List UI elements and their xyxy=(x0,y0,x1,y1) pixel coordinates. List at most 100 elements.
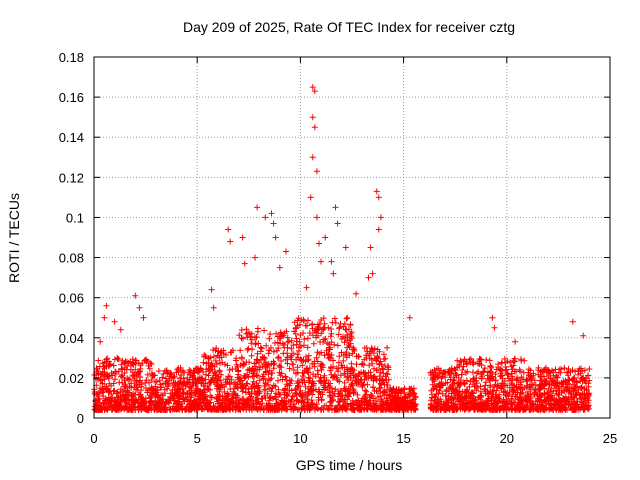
data-point xyxy=(362,387,369,394)
data-point xyxy=(349,380,356,387)
data-point xyxy=(142,357,149,364)
data-point xyxy=(369,360,376,367)
data-point xyxy=(304,335,311,342)
data-point xyxy=(191,406,198,413)
data-point xyxy=(240,335,246,342)
data-point xyxy=(294,351,301,358)
data-point xyxy=(108,370,115,376)
data-point xyxy=(156,377,163,384)
data-point xyxy=(254,350,261,357)
data-point xyxy=(228,349,235,356)
data-point xyxy=(295,315,302,322)
data-point xyxy=(104,371,111,378)
data-point xyxy=(402,394,409,401)
data-point xyxy=(375,194,382,201)
data-point xyxy=(364,348,371,355)
data-point xyxy=(101,314,108,321)
data-point xyxy=(140,314,147,321)
data-point xyxy=(254,372,261,379)
data-point xyxy=(328,398,334,405)
data-point xyxy=(205,372,212,379)
data-point xyxy=(262,359,269,366)
data-point xyxy=(172,400,179,407)
data-point xyxy=(370,384,377,391)
data-point xyxy=(318,396,325,403)
x-tick-label: 0 xyxy=(90,431,97,446)
data-point xyxy=(247,404,254,411)
data-point xyxy=(162,375,169,382)
data-point xyxy=(100,385,107,392)
data-point xyxy=(132,357,139,364)
data-point xyxy=(316,240,322,247)
data-point xyxy=(457,357,464,364)
data-point xyxy=(231,385,238,392)
data-point xyxy=(131,375,138,382)
x-tick-label: 10 xyxy=(293,431,307,446)
data-point xyxy=(330,363,337,370)
data-point xyxy=(317,339,324,345)
data-point xyxy=(248,352,255,359)
data-point xyxy=(257,344,264,351)
data-point xyxy=(192,376,199,383)
data-point xyxy=(291,393,297,399)
data-point xyxy=(261,354,268,361)
data-point xyxy=(229,366,236,373)
data-point xyxy=(170,382,177,389)
data-point xyxy=(210,353,217,360)
data-point xyxy=(205,386,212,393)
data-point xyxy=(101,376,108,383)
data-point xyxy=(157,384,164,391)
data-point xyxy=(367,369,374,376)
data-point xyxy=(363,388,370,395)
data-point xyxy=(368,405,374,412)
data-point xyxy=(348,333,355,340)
data-point xyxy=(301,370,307,377)
data-point xyxy=(344,331,350,338)
data-point xyxy=(299,398,306,405)
data-point xyxy=(374,355,381,362)
data-point xyxy=(161,406,168,412)
data-point xyxy=(160,392,166,399)
data-point xyxy=(212,381,219,388)
data-point xyxy=(217,360,223,367)
data-point xyxy=(393,389,399,396)
data-point xyxy=(238,354,245,361)
data-point xyxy=(224,376,231,383)
data-point xyxy=(117,326,124,333)
data-point xyxy=(344,314,351,321)
data-point xyxy=(331,341,338,348)
data-point xyxy=(342,402,349,409)
data-point xyxy=(301,336,308,343)
data-point xyxy=(322,335,329,342)
data-point xyxy=(358,361,365,368)
data-point xyxy=(370,400,377,407)
data-point xyxy=(319,391,326,398)
data-point xyxy=(380,351,387,358)
y-axis-label: ROTI / TECUs xyxy=(6,193,22,283)
data-point xyxy=(483,356,490,363)
data-point xyxy=(310,371,317,378)
data-point xyxy=(286,338,292,345)
data-point xyxy=(98,377,105,384)
data-point xyxy=(238,327,245,333)
data-point xyxy=(286,365,293,372)
data-point xyxy=(177,367,184,374)
data-point xyxy=(192,401,199,408)
data-point xyxy=(264,390,271,397)
data-point xyxy=(253,334,260,341)
data-point xyxy=(318,330,325,337)
data-point xyxy=(210,304,217,311)
data-point xyxy=(206,386,213,393)
data-point xyxy=(379,376,386,383)
data-point xyxy=(379,403,386,410)
data-point xyxy=(252,363,259,370)
data-point xyxy=(301,318,307,324)
data-point xyxy=(318,258,324,265)
data-point xyxy=(380,366,387,373)
data-point xyxy=(113,407,120,413)
data-point xyxy=(323,347,330,354)
data-point xyxy=(309,391,316,398)
data-point xyxy=(288,337,295,344)
data-point xyxy=(97,405,104,412)
data-point xyxy=(377,358,384,365)
